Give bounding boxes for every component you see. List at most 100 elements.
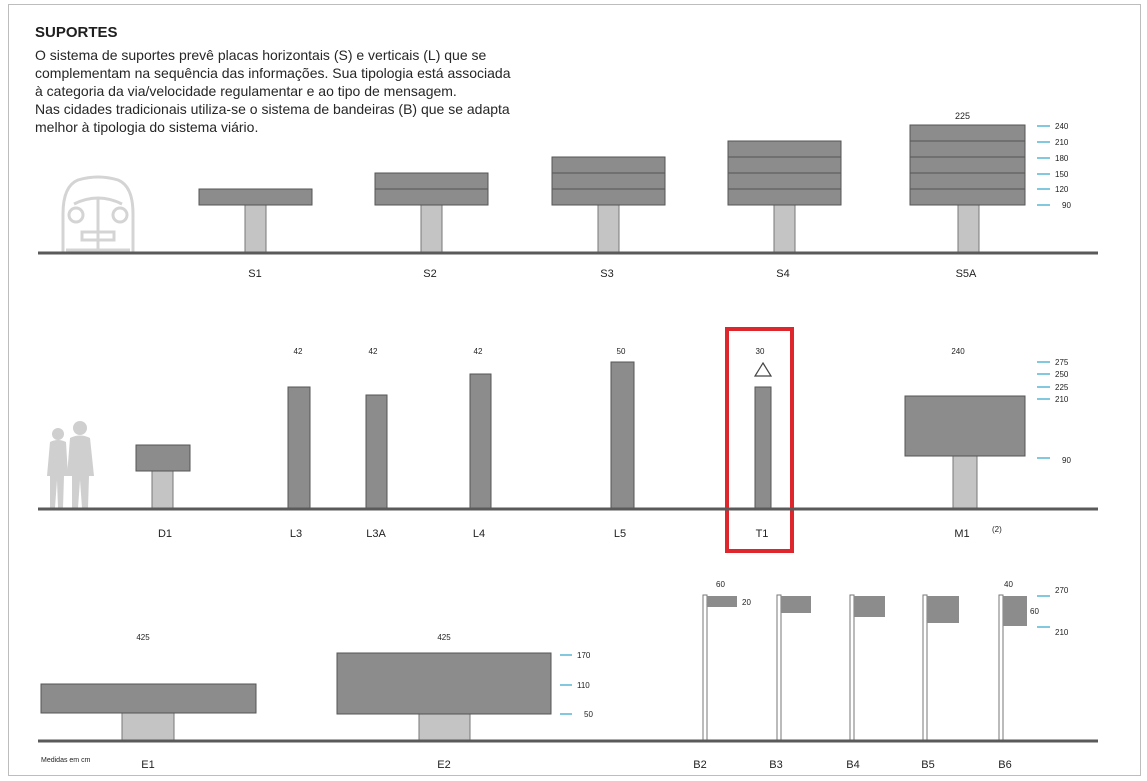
m1-width-label: 240 (951, 347, 965, 356)
b2-height-label: 20 (742, 598, 751, 607)
sign-label: B6 (998, 759, 1011, 771)
l3a-width-label: 42 (369, 347, 378, 356)
sign-e2-post (418, 713, 471, 742)
description-line: melhor à tipologia do sistema viário. (35, 119, 259, 135)
sign-label: T1 (756, 528, 769, 540)
e1-width-label: 425 (136, 633, 150, 642)
warning-triangle-icon (753, 361, 773, 377)
sign-label: B5 (921, 759, 934, 771)
page-frame (8, 4, 1141, 776)
page-title: SUPORTES (35, 24, 118, 41)
scale-label: 110 (577, 681, 590, 690)
s5a-width-label: 225 (955, 111, 970, 121)
car-icon (61, 175, 135, 252)
sign-t1 (754, 386, 772, 510)
sign-label: B2 (693, 759, 706, 771)
b2-width-label: 60 (716, 580, 725, 589)
sign-label: M1 (954, 528, 969, 540)
e2-width-label: 425 (437, 633, 451, 642)
sign-label: L5 (614, 528, 626, 540)
sign-b2-pole (702, 594, 708, 742)
sign-s2-post (420, 204, 443, 254)
scale-label: 90 (1062, 456, 1071, 465)
l4-width-label: 42 (474, 347, 483, 356)
description-line: complementam na sequência das informaçõe… (35, 65, 511, 81)
sign-b5-flag (927, 596, 959, 623)
row-special-signs: 425 425 170 110 50 60 20 40 60 (38, 580, 1098, 771)
sign-b6-flag (1003, 596, 1027, 626)
sign-e1-panel (40, 683, 257, 714)
sign-label: E2 (437, 759, 450, 771)
row-horizontal-signs: 225 240 210 180 150 120 90 S1 S2 S3 S4 S… (38, 111, 1098, 280)
sign-s3-post (597, 204, 620, 254)
sign-e1-post (121, 712, 175, 742)
sign-l4 (469, 373, 492, 510)
scale-label: 225 (1055, 383, 1069, 392)
scale-label: 210 (1055, 628, 1069, 637)
sign-s4-post (773, 204, 796, 254)
sign-b3-flag (781, 596, 811, 613)
sign-s3-panel (551, 156, 666, 206)
scale-label: 170 (577, 651, 591, 660)
m1-height-scale (1037, 361, 1050, 459)
sign-label: L4 (473, 528, 485, 540)
scale-label: 90 (1062, 201, 1071, 210)
scale-label: 250 (1055, 370, 1069, 379)
sign-b4-pole (849, 594, 855, 742)
e2-height-scale (560, 654, 572, 715)
sign-m1-post (952, 455, 978, 510)
sign-s5a-post (957, 204, 980, 254)
sign-label: S2 (423, 268, 436, 280)
sign-label: B3 (769, 759, 782, 771)
row-vertical-signs: 42 42 42 50 30 240 275 250 225 210 (38, 327, 1098, 553)
scale-label: 150 (1055, 170, 1069, 179)
scale-label: 210 (1055, 138, 1069, 147)
sign-b3-pole (776, 594, 782, 742)
sign-d1-panel (135, 444, 191, 472)
sign-b5-pole (922, 594, 928, 742)
sign-s1-post (244, 204, 267, 254)
sign-label: S4 (776, 268, 789, 280)
l5-width-label: 50 (617, 347, 626, 356)
sign-label: S1 (248, 268, 261, 280)
t1-width-label: 30 (756, 347, 765, 356)
scale-label: 210 (1055, 395, 1069, 404)
scale-label: 50 (584, 710, 593, 719)
b6-width-label: 40 (1004, 580, 1013, 589)
sign-b6-pole (998, 594, 1004, 742)
b6-height-scale (1037, 595, 1050, 628)
sign-l3 (287, 386, 311, 510)
s5a-height-scale (1037, 125, 1050, 206)
t1-highlight-box (725, 327, 794, 553)
description: O sistema de suportes prevê placas horiz… (35, 46, 595, 136)
scale-label: 120 (1055, 185, 1069, 194)
sign-d1-post (151, 470, 174, 510)
sign-l5 (610, 361, 635, 510)
sign-s1-panel (198, 188, 313, 206)
scale-label: 275 (1055, 358, 1069, 367)
sign-label: E1 (141, 759, 154, 771)
units-footnote: Medidas em cm (41, 757, 91, 764)
description-line: O sistema de suportes prevê placas horiz… (35, 47, 487, 63)
sign-e2-panel (336, 652, 552, 715)
sign-label: L3A (366, 528, 386, 540)
description-line: Nas cidades tradicionais utiliza-se o si… (35, 101, 510, 117)
pedestrians-icon (47, 421, 94, 508)
sign-s5a-panel (909, 124, 1026, 206)
sign-m1-panel (904, 395, 1026, 457)
sign-label: S3 (600, 268, 613, 280)
scale-label: 240 (1055, 122, 1069, 131)
description-line: à categoria da via/velocidade regulament… (35, 83, 457, 99)
sign-label: S5A (956, 268, 977, 280)
sign-l3a (365, 394, 388, 510)
sign-b2-flag (707, 596, 737, 607)
sign-label: D1 (158, 528, 172, 540)
b6-height-label: 60 (1030, 607, 1039, 616)
sign-label: L3 (290, 528, 302, 540)
sign-b4-flag (854, 596, 885, 617)
sign-label: B4 (846, 759, 859, 771)
scale-label: 270 (1055, 586, 1069, 595)
scale-label: 180 (1055, 154, 1069, 163)
l3-width-label: 42 (294, 347, 303, 356)
